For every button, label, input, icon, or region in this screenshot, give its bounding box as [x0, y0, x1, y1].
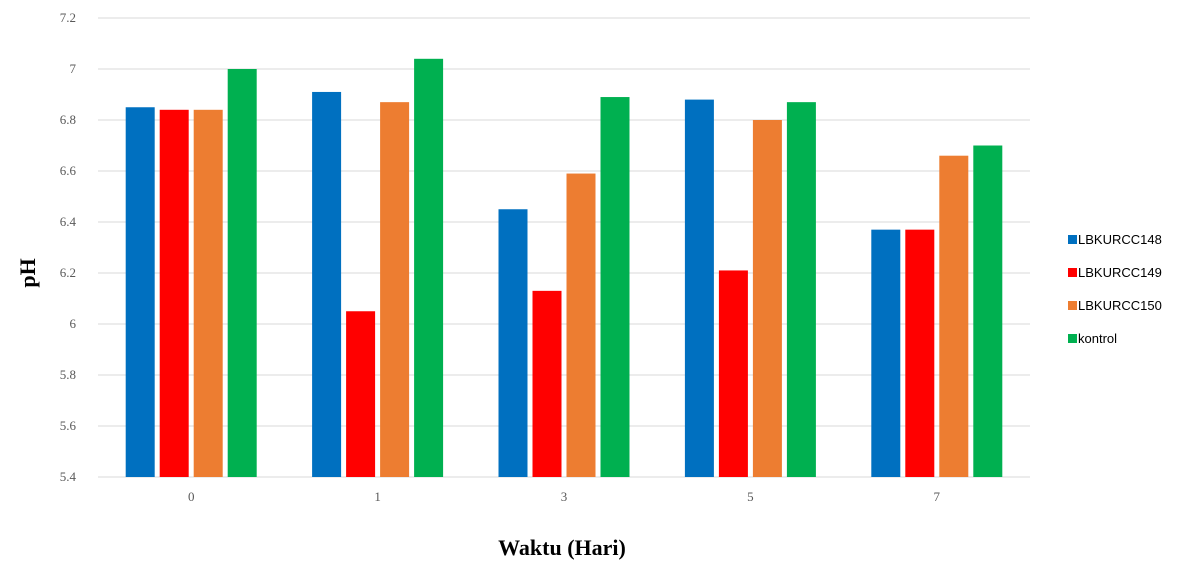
bar-kontrol-5	[786, 102, 816, 478]
bar-lbkurcc149-7	[905, 229, 935, 477]
bar-lbkurcc148-5	[684, 99, 714, 477]
y-tick-label: 6.8	[60, 112, 76, 127]
x-tick-label: 5	[747, 489, 754, 504]
bar-kontrol-0	[227, 69, 257, 477]
x-tick-label: 7	[934, 489, 941, 504]
bar-lbkurcc148-3	[498, 209, 528, 477]
bar-lbkurcc148-1	[312, 91, 342, 477]
legend-label: LBKURCC149	[1078, 265, 1162, 280]
y-tick-label: 5.4	[60, 469, 77, 484]
legend: LBKURCC148 LBKURCC149 LBKURCC150 kontrol	[1068, 232, 1162, 346]
y-axis-title: pH	[15, 258, 40, 287]
y-tick-label: 6.2	[60, 265, 76, 280]
legend-swatch	[1068, 235, 1077, 244]
bar-kontrol-1	[414, 58, 444, 478]
bars	[125, 58, 1003, 478]
legend-label: LBKURCC148	[1078, 232, 1162, 247]
bar-lbkurcc150-5	[752, 120, 782, 477]
bar-lbkurcc150-7	[939, 155, 969, 477]
bar-lbkurcc150-0	[193, 109, 223, 478]
x-axis-tick-labels: 0 1 3 5 7	[188, 489, 941, 504]
y-tick-label: 7	[70, 61, 77, 76]
bar-lbkurcc149-0	[159, 109, 189, 478]
legend-swatch	[1068, 268, 1077, 277]
y-tick-label: 5.6	[60, 418, 77, 433]
x-axis-title: Waktu (Hari)	[498, 535, 626, 560]
bar-lbkurcc150-3	[566, 173, 596, 478]
y-tick-label: 7.2	[60, 10, 76, 25]
legend-swatch	[1068, 334, 1077, 343]
y-tick-label: 6	[70, 316, 77, 331]
bar-lbkurcc149-1	[346, 311, 376, 477]
legend-swatch	[1068, 301, 1077, 310]
y-tick-label: 6.4	[60, 214, 77, 229]
x-tick-label: 1	[374, 489, 381, 504]
bar-kontrol-7	[973, 145, 1003, 477]
bar-lbkurcc149-3	[532, 290, 562, 477]
legend-label: LBKURCC150	[1078, 298, 1162, 313]
bar-kontrol-3	[600, 97, 630, 478]
bar-lbkurcc148-0	[125, 107, 155, 477]
legend-label: kontrol	[1078, 331, 1117, 346]
y-axis-tick-labels: 5.4 5.6 5.8 6 6.2 6.4 6.6 6.8 7 7.2	[60, 10, 77, 484]
bar-lbkurcc148-7	[871, 229, 901, 477]
y-tick-label: 5.8	[60, 367, 76, 382]
bar-lbkurcc150-1	[380, 102, 410, 478]
x-tick-label: 0	[188, 489, 195, 504]
bar-lbkurcc149-5	[718, 270, 748, 477]
x-tick-label: 3	[561, 489, 568, 504]
y-tick-label: 6.6	[60, 163, 77, 178]
